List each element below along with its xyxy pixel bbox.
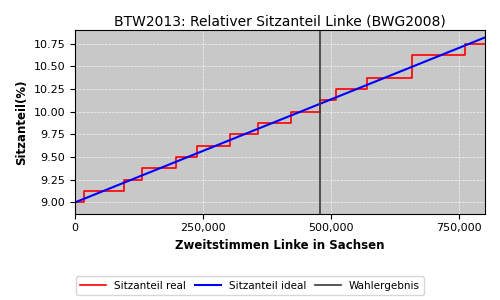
Sitzanteil real <box>156 167 162 170</box>
Sitzanteil real <box>120 178 126 181</box>
Sitzanteil real <box>194 144 200 148</box>
Sitzanteil real <box>462 53 468 57</box>
Sitzanteil ideal <box>238 134 244 137</box>
Sitzanteil real <box>272 121 278 125</box>
Sitzanteil ideal <box>399 69 405 73</box>
Sitzanteil real <box>334 99 340 102</box>
Sitzanteil real <box>207 144 213 148</box>
Sitzanteil real <box>440 53 446 57</box>
Title: BTW2013: Relativer Sitzanteil Linke (BWG2008): BTW2013: Relativer Sitzanteil Linke (BWG… <box>114 15 446 29</box>
Sitzanteil ideal <box>72 201 78 204</box>
Sitzanteil ideal <box>354 87 360 91</box>
Sitzanteil real <box>409 53 415 57</box>
Sitzanteil real <box>82 201 87 204</box>
Y-axis label: Sitzanteil(%): Sitzanteil(%) <box>15 79 28 165</box>
Sitzanteil ideal <box>114 184 120 187</box>
Sitzanteil real <box>409 76 415 80</box>
Sitzanteil real <box>120 189 126 193</box>
Sitzanteil real <box>72 201 78 204</box>
Sitzanteil real <box>305 110 311 113</box>
Sitzanteil real <box>317 110 323 113</box>
Line: Sitzanteil ideal: Sitzanteil ideal <box>75 38 485 202</box>
Sitzanteil real <box>256 121 262 125</box>
Sitzanteil real <box>288 110 294 113</box>
Sitzanteil real <box>462 42 468 46</box>
Sitzanteil real <box>174 155 180 159</box>
Sitzanteil real <box>207 144 213 148</box>
Sitzanteil real <box>317 99 323 102</box>
Legend: Sitzanteil real, Sitzanteil ideal, Wahlergebnis: Sitzanteil real, Sitzanteil ideal, Wahle… <box>76 277 424 295</box>
Sitzanteil real <box>440 53 446 57</box>
Sitzanteil real <box>156 167 162 170</box>
Sitzanteil real <box>380 76 386 80</box>
Sitzanteil real <box>138 178 144 181</box>
Sitzanteil real <box>364 87 370 91</box>
Sitzanteil real <box>98 189 104 193</box>
Sitzanteil real <box>227 144 233 148</box>
Sitzanteil real <box>98 189 104 193</box>
X-axis label: Zweitstimmen Linke in Sachsen: Zweitstimmen Linke in Sachsen <box>176 239 385 252</box>
Sitzanteil real <box>334 87 340 91</box>
Sitzanteil real <box>138 167 144 170</box>
Sitzanteil real <box>482 42 488 46</box>
Line: Sitzanteil real: Sitzanteil real <box>75 44 485 202</box>
Sitzanteil real <box>227 133 233 136</box>
Sitzanteil real <box>194 155 200 159</box>
Sitzanteil ideal <box>392 72 398 76</box>
Sitzanteil real <box>272 121 278 125</box>
Sitzanteil real <box>256 133 262 136</box>
Sitzanteil real <box>380 76 386 80</box>
Sitzanteil ideal <box>482 36 488 39</box>
Sitzanteil real <box>364 76 370 80</box>
Sitzanteil real <box>82 189 87 193</box>
Sitzanteil real <box>288 121 294 125</box>
Sitzanteil ideal <box>252 128 258 131</box>
Sitzanteil real <box>305 110 311 113</box>
Sitzanteil real <box>174 167 180 170</box>
